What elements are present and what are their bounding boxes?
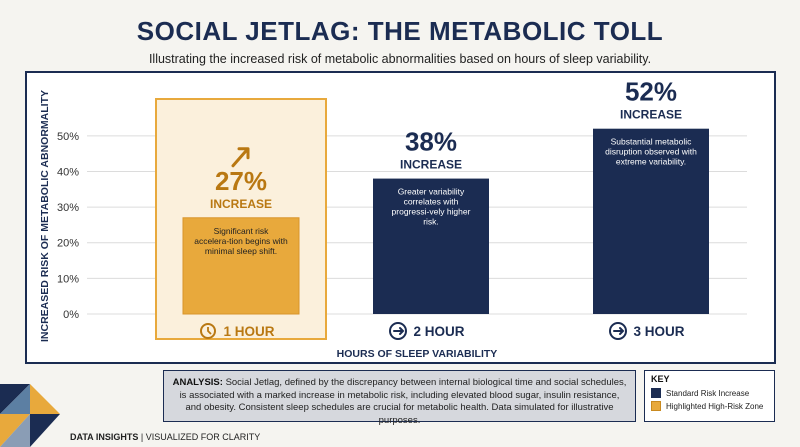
y-tick-label: 0%	[63, 309, 79, 321]
data-sublabel: INCREASE	[210, 197, 272, 211]
y-tick-label: 10%	[57, 273, 79, 285]
bar-annotation: Substantial metabolic disruption observed…	[605, 137, 697, 167]
bar-annotation-line: disruption observed with	[605, 147, 697, 157]
key-item-highlight: Highlighted High-Risk Zone	[651, 401, 768, 411]
trend-arrow-icon	[231, 148, 249, 168]
y-tick-label: 40%	[57, 166, 79, 178]
data-label: 27%	[215, 166, 267, 196]
clock-hand-icon	[207, 327, 212, 335]
page-title: SOCIAL JETLAG: THE METABOLIC TOLL	[136, 16, 664, 46]
analysis-box: ANALYSIS: Social Jetlag, defined by the …	[163, 370, 636, 426]
bar-annotation-line: Significant risk	[214, 226, 270, 236]
y-tick-label: 50%	[57, 131, 79, 143]
bar	[373, 178, 489, 314]
bar-annotation: Significant risk accelera-tion begins wit…	[194, 226, 288, 256]
bar-annotation-line: risk.	[423, 217, 439, 227]
highlight-swatch	[651, 401, 661, 411]
bar-annotation-line: Greater variability	[398, 187, 465, 197]
data-sublabel: INCREASE	[620, 108, 682, 122]
footer-brand: DATA INSIGHTS	[70, 432, 139, 442]
x-tick-label: 1 HOUR	[223, 324, 274, 339]
bar	[182, 217, 300, 315]
standard-swatch	[651, 388, 661, 398]
y-tick-label: 30%	[57, 202, 79, 214]
data-sublabel: INCREASE	[400, 158, 462, 172]
page-subtitle: Illustrating the increased risk of metab…	[148, 52, 652, 66]
clock-icon	[200, 323, 216, 339]
key-title: KEY	[651, 374, 670, 384]
analysis-text: Social Jetlag, defined by the discrepanc…	[179, 377, 627, 426]
bar	[593, 128, 709, 314]
footer-tagline: VISUALIZED FOR CLARITY	[145, 432, 261, 442]
key-highlight-label: Highlighted High-Risk Zone	[666, 401, 764, 411]
chart-frame: 0% 10% 20% 30% 40% 50% INCREASED RISK OF METAB…	[25, 71, 776, 364]
bar-annotation: Greater variability correlates with progre…	[392, 187, 471, 227]
key-standard-label: Standard Risk Increase	[666, 388, 750, 398]
bar-annotation-line: Substantial metabolic	[611, 137, 693, 147]
corner-decoration	[0, 384, 60, 447]
footer-separator: |	[140, 432, 144, 442]
legend-key: KEY Standard Risk Increase Highlighted H…	[644, 370, 775, 422]
arrow-right-icon	[393, 327, 405, 335]
data-label: 52%	[625, 77, 677, 107]
bar-annotation-line: extreme variability.	[616, 157, 686, 167]
bar-annotation-line: correlates with	[404, 197, 459, 207]
bar-annotation-line: progressi-vely higher	[392, 207, 471, 217]
y-tick-label: 20%	[57, 238, 79, 250]
arrow-right-icon	[613, 327, 625, 335]
key-item-standard: Standard Risk Increase	[651, 388, 768, 398]
trend-arrow-icon	[237, 147, 250, 160]
y-axis-title: INCREASED RISK OF METABOLIC ABNORMALITY	[39, 90, 51, 342]
footer: DATA INSIGHTS | VISUALIZED FOR CLARITY	[70, 432, 260, 442]
x-tick-label: 2 HOUR	[413, 324, 464, 339]
arrow-circle-icon	[609, 322, 627, 340]
data-label: 38%	[405, 127, 457, 157]
bar-annotation-line: accelera-tion begins with	[194, 236, 288, 246]
analysis-label: ANALYSIS:	[172, 377, 223, 388]
x-tick-label: 3 HOUR	[633, 324, 684, 339]
bar-chart: 0% 10% 20% 30% 40% 50% INCREASED RISK OF METAB…	[39, 77, 747, 360]
bar-annotation-line: minimal sleep shift.	[205, 246, 277, 256]
x-axis-title: HOURS OF SLEEP VARIABILITY	[337, 348, 498, 360]
arrow-circle-icon	[389, 322, 407, 340]
